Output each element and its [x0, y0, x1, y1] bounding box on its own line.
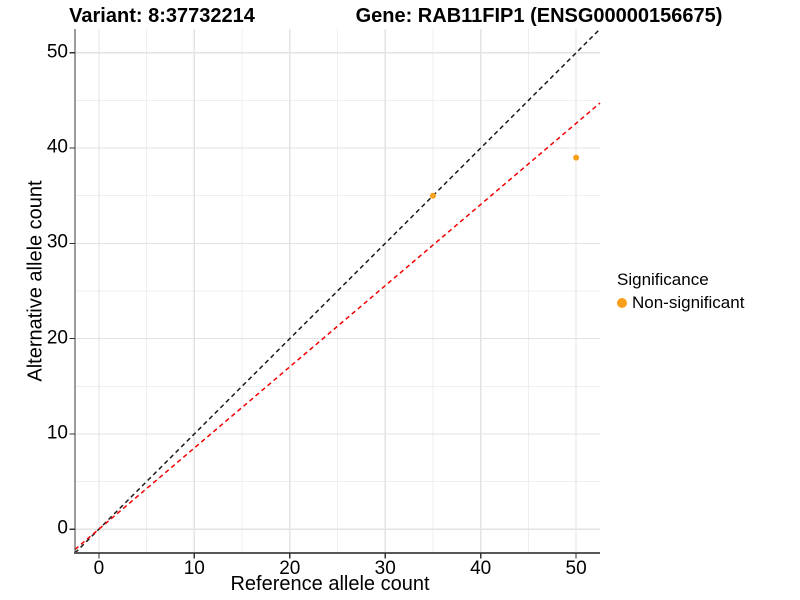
- x-tick-label-10: 10: [183, 558, 205, 579]
- y-tick-label-20: 20: [46, 327, 68, 349]
- x-tick-label-20: 20: [279, 558, 301, 579]
- legend-item-label: Non-significant: [632, 293, 745, 312]
- legend-title: Significance: [617, 270, 709, 289]
- data-point: [573, 154, 580, 161]
- y-tick-label-40: 40: [46, 136, 68, 158]
- identity-line-dashed: [74, 28, 601, 554]
- y-tick-label-10: 10: [46, 422, 68, 444]
- x-tick-label-30: 30: [374, 558, 396, 579]
- y-axis-title: Alternative allele count: [24, 180, 47, 382]
- data-point: [429, 192, 436, 199]
- legend-item-non-significant: Non-significant: [617, 293, 744, 313]
- plot-title-variant: Variant: 8:37732214: [69, 5, 255, 27]
- legend: Significance Non-significant: [617, 270, 744, 313]
- y-tick-label-50: 50: [46, 41, 68, 63]
- legend-point-icon: [617, 298, 627, 308]
- x-tick-label-0: 0: [93, 558, 105, 579]
- fit-line-dashed: [74, 102, 601, 551]
- x-axis-title: Reference allele count: [230, 573, 430, 595]
- y-tick-label-30: 30: [46, 231, 68, 253]
- x-tick-label-50: 50: [565, 558, 587, 579]
- plot-title-gene: Gene: RAB11FIP1 (ENSG00000156675): [355, 5, 723, 27]
- y-tick-label-0: 0: [57, 517, 68, 539]
- x-tick-label-40: 40: [470, 558, 492, 579]
